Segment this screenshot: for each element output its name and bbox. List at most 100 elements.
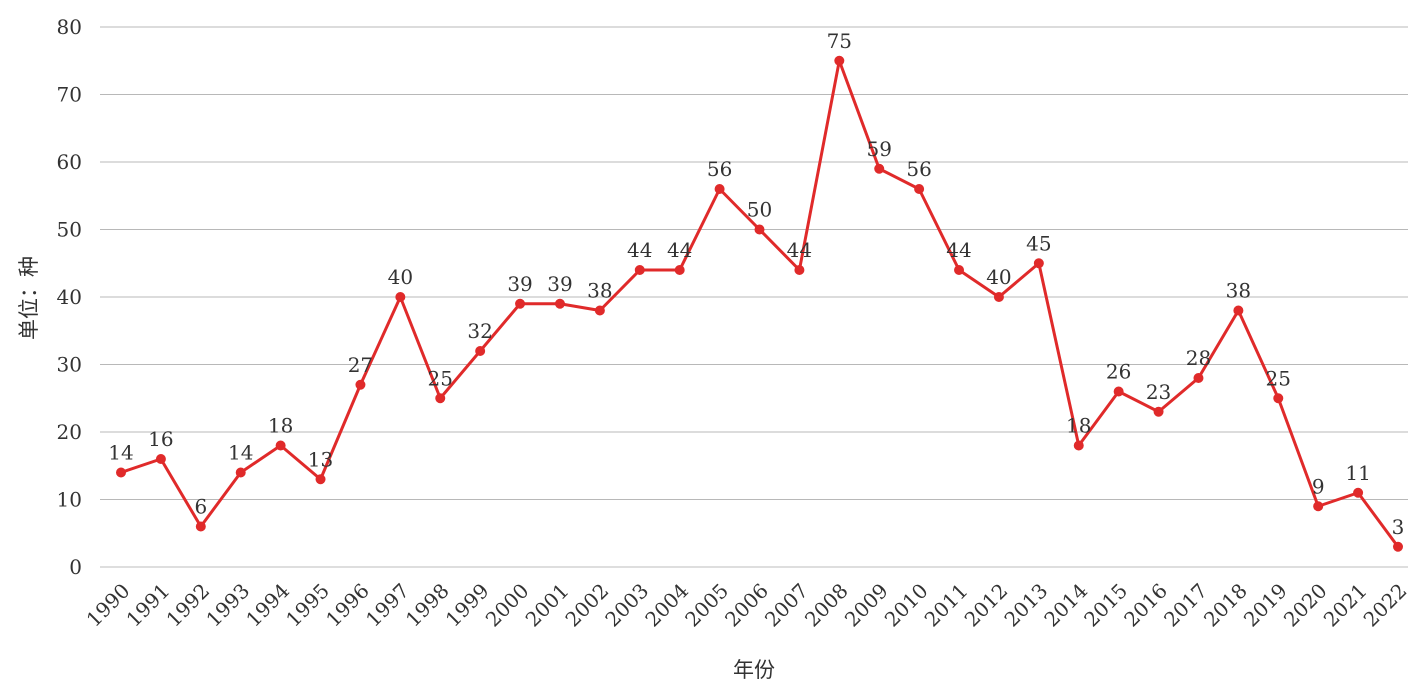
- data-label: 39: [507, 272, 532, 296]
- gridlines: [100, 26, 1408, 568]
- x-tick-label: 2001: [521, 579, 574, 632]
- x-tick-label: 2020: [1279, 579, 1332, 632]
- data-point: [834, 55, 845, 66]
- y-tick-label: 60: [57, 150, 82, 174]
- data-label: 18: [1066, 414, 1091, 438]
- x-tick-label: 1993: [201, 579, 254, 632]
- x-tick-label: 2014: [1039, 579, 1092, 632]
- x-tick-label: 1998: [401, 579, 454, 632]
- y-tick-label: 0: [69, 555, 82, 579]
- x-tick-label: 2017: [1159, 579, 1212, 632]
- x-tick-label: 1995: [281, 579, 334, 632]
- x-tick-label: 2019: [1239, 579, 1292, 632]
- data-point: [195, 521, 206, 532]
- x-tick-label: 2010: [880, 579, 933, 632]
- data-label: 44: [667, 238, 692, 262]
- x-tick-label: 2005: [680, 579, 733, 632]
- data-point: [634, 265, 645, 275]
- data-label: 32: [467, 319, 492, 343]
- y-axis-ticks: 0 10 20 30 40 50 60 70 80: [57, 15, 82, 579]
- data-label: 18: [268, 414, 293, 438]
- x-tick-label: 1990: [82, 579, 135, 632]
- x-tick-label: 1992: [161, 579, 214, 632]
- data-label: 25: [428, 366, 453, 390]
- data-point: [355, 379, 366, 390]
- data-point: [475, 346, 486, 356]
- data-point: [275, 440, 286, 451]
- x-tick-label: 2011: [920, 579, 973, 632]
- series-line: [120, 59, 1400, 548]
- x-tick-label: 2006: [720, 579, 773, 632]
- data-point: [1113, 386, 1124, 397]
- x-tick-label: 2008: [800, 579, 853, 632]
- data-point: [714, 184, 725, 194]
- data-label: 9: [1312, 474, 1325, 498]
- data-point: [1153, 406, 1164, 417]
- x-tick-label: 2016: [1119, 579, 1172, 632]
- x-tick-label: 1996: [321, 579, 374, 632]
- data-point: [914, 184, 925, 194]
- data-point: [1393, 541, 1403, 552]
- series-points: [116, 55, 1403, 552]
- y-tick-label: 30: [57, 353, 82, 377]
- data-label: 25: [1266, 366, 1291, 390]
- data-point: [594, 305, 605, 316]
- y-tick-label: 20: [57, 420, 82, 444]
- x-tick-label: 2007: [760, 579, 813, 632]
- data-label: 27: [348, 353, 373, 377]
- data-label: 38: [1226, 279, 1251, 303]
- y-tick-label: 70: [57, 83, 82, 107]
- x-tick-label: 1997: [361, 579, 414, 632]
- data-point: [554, 298, 565, 309]
- data-point: [435, 393, 446, 404]
- x-tick-label: 2012: [960, 579, 1013, 632]
- x-tick-label: 1991: [121, 579, 174, 632]
- data-label: 75: [827, 29, 852, 53]
- data-label: 39: [547, 272, 572, 296]
- data-point: [1353, 487, 1364, 498]
- data-point: [1233, 305, 1244, 316]
- data-point: [794, 265, 805, 275]
- data-point: [1073, 440, 1084, 451]
- x-tick-label: 2015: [1079, 579, 1132, 632]
- data-label: 50: [747, 198, 772, 222]
- y-axis-title: 单位：种: [17, 256, 41, 340]
- data-label: 26: [1106, 360, 1131, 384]
- data-label: 40: [986, 265, 1011, 289]
- data-point: [315, 474, 326, 485]
- x-tick-label: 1999: [441, 579, 494, 632]
- data-label: 44: [627, 238, 652, 262]
- x-tick-label: 2021: [1319, 579, 1372, 632]
- data-point: [395, 292, 406, 302]
- x-tick-label: 2009: [840, 579, 893, 632]
- x-tick-label: 2002: [560, 579, 613, 632]
- x-tick-label: 2022: [1359, 579, 1412, 632]
- data-label: 28: [1186, 346, 1211, 370]
- data-label: 40: [388, 265, 413, 289]
- x-axis-ticks: 1990199119921993199419951996199719981999…: [82, 579, 1412, 632]
- series-line-layer: [120, 59, 1400, 548]
- data-point: [674, 265, 685, 275]
- data-point: [993, 292, 1004, 302]
- x-tick-label: 2018: [1199, 579, 1252, 632]
- data-label: 16: [148, 427, 173, 451]
- data-point: [116, 467, 126, 478]
- data-label: 56: [707, 157, 732, 181]
- data-point: [1193, 373, 1204, 383]
- data-label: 45: [1026, 231, 1051, 255]
- x-axis-title: 年份: [733, 658, 775, 682]
- data-point: [155, 454, 166, 464]
- data-label: 14: [228, 441, 253, 465]
- y-tick-label: 10: [57, 488, 82, 512]
- x-tick-label: 2013: [999, 579, 1052, 632]
- x-tick-label: 2000: [481, 579, 534, 632]
- data-label: 38: [587, 279, 612, 303]
- data-label: 59: [866, 137, 891, 161]
- data-label: 44: [946, 238, 971, 262]
- data-point: [235, 467, 246, 478]
- data-label: 14: [108, 441, 133, 465]
- data-point: [954, 265, 965, 275]
- data-point: [1313, 501, 1324, 512]
